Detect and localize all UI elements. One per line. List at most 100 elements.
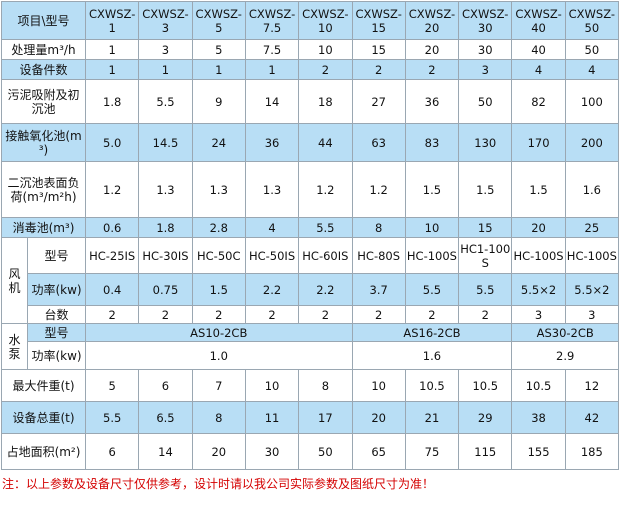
cell: 20 <box>191 433 246 470</box>
cell: HC1-100S <box>458 237 513 274</box>
table-row: 功率(kw) 1.0 1.6 2.9 <box>2 341 619 370</box>
cell: 14 <box>138 433 193 470</box>
cell: 14 <box>244 79 300 124</box>
cell: 30 <box>244 433 300 470</box>
cell: 30 <box>458 39 513 60</box>
cell: 20 <box>404 39 460 60</box>
cell: 5.5 <box>298 217 353 238</box>
cell: 5.5 <box>138 79 193 124</box>
cell: HC-60IS <box>298 237 353 274</box>
cell: 115 <box>458 433 513 470</box>
cell: 2 <box>191 305 246 324</box>
cell: 65 <box>351 433 406 470</box>
cell: 100 <box>564 79 620 124</box>
cell: 82 <box>511 79 566 124</box>
cell: 27 <box>351 79 406 124</box>
note: 注：以上参数及设备尺寸仅供参考，设计时请以我公司实际参数及图纸尺寸为准！ <box>2 477 435 491</box>
row-label: 占地面积(m²) <box>0 433 87 470</box>
cell: 0.6 <box>85 217 140 238</box>
model-header: CXWSZ-15 <box>351 1 406 40</box>
table-row: 接触氧化池(m³) 5.0 14.5 24 36 44 63 83 130 170 200 <box>0 123 620 162</box>
cell: 5.5×2 <box>511 273 566 306</box>
cell: 2 <box>244 305 300 324</box>
cell: 50 <box>298 433 353 470</box>
cell: 1 <box>138 59 193 80</box>
cell: 21 <box>404 401 460 434</box>
cell: 40 <box>511 39 566 60</box>
cell: 83 <box>404 123 460 162</box>
cell: 10.5 <box>404 369 460 402</box>
cell: 1.2 <box>351 161 406 218</box>
cell: 170 <box>511 123 566 162</box>
cell: 36 <box>404 79 460 124</box>
cell: 8 <box>351 217 406 238</box>
cell: 10.5 <box>511 369 566 402</box>
cell: 2.8 <box>191 217 246 238</box>
row-label: 污泥吸附及初沉池 <box>0 79 87 124</box>
row-label: 设备总重(t) <box>0 401 87 434</box>
cell: 1.8 <box>138 217 193 238</box>
cell: 130 <box>458 123 513 162</box>
cell: 155 <box>511 433 566 470</box>
sub-label: 台数 <box>26 305 87 324</box>
cell: 1.5 <box>404 161 460 218</box>
cell: 5.5×2 <box>564 273 620 306</box>
cell: 2 <box>85 305 140 324</box>
cell: HC-100S <box>511 237 566 274</box>
model-header: CXWSZ-5 <box>191 1 246 40</box>
cell: 2 <box>458 305 513 324</box>
table-row: 处理量m³/h 1 3 5 7.5 10 15 20 30 40 50 <box>0 39 620 60</box>
table-row: 消毒池(m³) 0.6 1.8 2.8 4 5.5 8 10 15 20 25 <box>0 217 620 238</box>
cell: HC-30IS <box>138 237 193 274</box>
cell: 2 <box>351 305 406 324</box>
cell: 2 <box>351 59 406 80</box>
table-row: 设备总重(t) 5.5 6.5 8 11 17 20 21 29 38 42 <box>0 401 620 434</box>
cell: 14.5 <box>138 123 193 162</box>
row-label: 二沉池表面负荷(m³/m²h) <box>0 161 87 218</box>
sub-label: 型号 <box>26 237 87 274</box>
cell: 1.5 <box>511 161 566 218</box>
cell: AS30-2CB <box>511 323 619 342</box>
cell: 50 <box>564 39 620 60</box>
cell: 24 <box>191 123 246 162</box>
cell: 50 <box>458 79 513 124</box>
table-row: 设备件数 1 1 1 1 2 2 2 3 4 4 <box>0 59 620 80</box>
cell: 11 <box>244 401 300 434</box>
row-label: 最大件重(t) <box>0 369 87 402</box>
cell: 15 <box>458 217 513 238</box>
model-header: CXWSZ-30 <box>458 1 513 40</box>
cell: HC-50C <box>191 237 246 274</box>
cell: 44 <box>298 123 353 162</box>
cell: 2 <box>298 59 353 80</box>
cell: 5.0 <box>85 123 140 162</box>
cell: 36 <box>244 123 300 162</box>
spec-table: 项目\型号 CXWSZ-1 CXWSZ-3 CXWSZ-5 CXWSZ-7.5 CXWSZ… <box>0 1 620 470</box>
table-row: 风机 型号 HC-25IS HC-30IS HC-50C HC-50IS HC-60IS HC… <box>1 237 620 324</box>
cell: 4 <box>511 59 566 80</box>
cell: 10 <box>244 369 300 402</box>
cell: 3 <box>138 39 193 60</box>
cell: 3.7 <box>351 273 406 306</box>
cell: 1 <box>85 39 140 60</box>
cell: 63 <box>351 123 406 162</box>
cell: 1.2 <box>85 161 140 218</box>
model-header: CXWSZ-3 <box>138 1 193 40</box>
cell: 1.5 <box>191 273 246 306</box>
cell: 1.6 <box>564 161 620 218</box>
model-header: CXWSZ-7.5 <box>244 1 300 40</box>
row-label: 设备件数 <box>0 59 87 80</box>
row-label: 接触氧化池(m³) <box>0 123 87 162</box>
cell: 8 <box>298 369 353 402</box>
cell: 6 <box>138 369 193 402</box>
cell: 5.5 <box>85 401 140 434</box>
cell: 3 <box>564 305 620 324</box>
cell: 3 <box>458 59 513 80</box>
cell: 2 <box>138 305 193 324</box>
cell: 18 <box>298 79 353 124</box>
cell: 1.3 <box>191 161 246 218</box>
cell: 1 <box>191 59 246 80</box>
cell: 200 <box>564 123 620 162</box>
cell: AS10-2CB <box>85 323 353 342</box>
row-label: 消毒池(m³) <box>0 217 87 238</box>
cell: 2.2 <box>244 273 300 306</box>
